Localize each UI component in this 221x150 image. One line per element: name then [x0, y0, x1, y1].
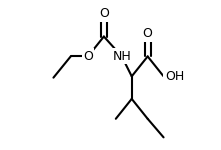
Text: OH: OH — [165, 70, 184, 83]
Text: O: O — [99, 8, 109, 20]
Text: NH: NH — [112, 50, 131, 63]
Text: O: O — [143, 27, 152, 40]
Text: O: O — [83, 50, 93, 63]
